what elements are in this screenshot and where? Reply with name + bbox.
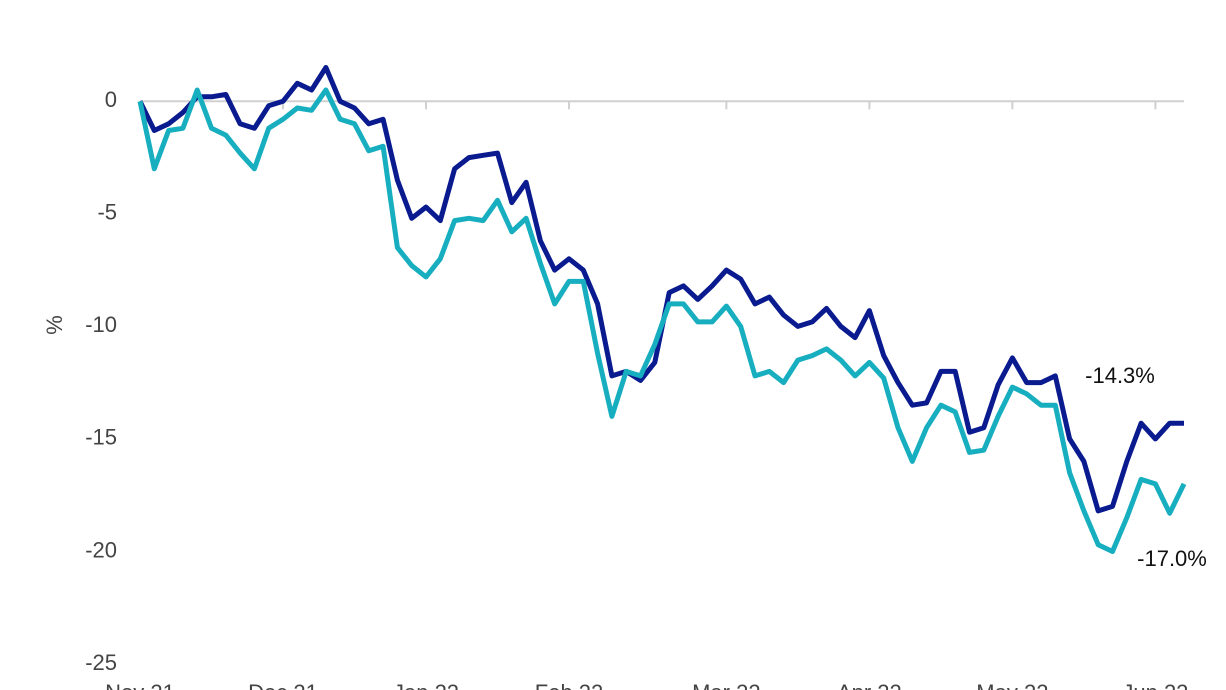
x-tick-label: Nov 21	[105, 680, 175, 690]
y-tick-label: -15	[85, 425, 117, 450]
x-tick-label: Jan 22	[393, 680, 459, 690]
series-line	[137, 87, 1187, 554]
y-tick-label: 0	[105, 87, 117, 112]
data-label: -17.0%	[1137, 546, 1207, 571]
data-label: -14.3%	[1085, 363, 1155, 388]
y-axis-label: %	[42, 315, 67, 335]
x-tick-label: Jun 22	[1122, 680, 1188, 690]
x-tick-label: May 22	[976, 680, 1048, 690]
x-tick-label: Mar 22	[692, 680, 760, 690]
x-tick-label: Apr 22	[837, 680, 902, 690]
x-tick-label: Feb 22	[535, 680, 604, 690]
series-line	[137, 65, 1184, 514]
y-tick-label: -5	[97, 200, 117, 225]
y-tick-label: -10	[85, 312, 117, 337]
y-tick-label: -20	[85, 537, 117, 562]
y-tick-label: -25	[85, 650, 117, 675]
x-tick-label: Dec 21	[248, 680, 318, 690]
